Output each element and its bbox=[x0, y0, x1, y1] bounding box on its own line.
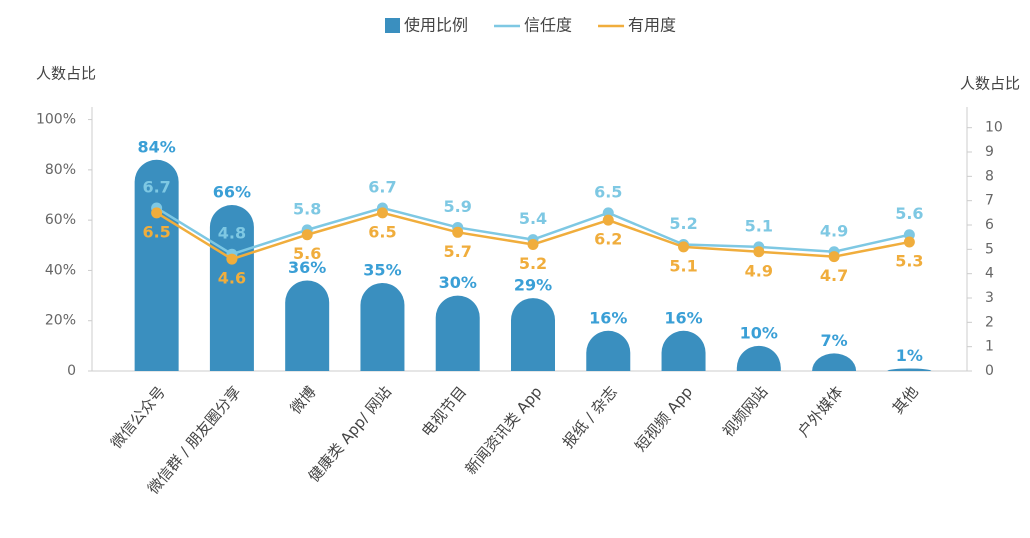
line-point bbox=[226, 253, 238, 265]
line-value-label: 6.2 bbox=[594, 230, 622, 249]
line-value-label: 4.9 bbox=[745, 261, 773, 280]
y2-axis-title: 人数占比 bbox=[960, 75, 1020, 93]
bar-value-label: 29% bbox=[514, 276, 552, 295]
bar-value-label: 84% bbox=[137, 137, 175, 156]
y2-tick-label: 4 bbox=[985, 266, 994, 282]
line-value-label: 5.9 bbox=[444, 197, 472, 216]
bar-value-label: 30% bbox=[439, 273, 477, 292]
y-tick-label: 40% bbox=[45, 262, 76, 278]
line-value-label: 5.7 bbox=[444, 242, 472, 261]
line-value-label: 4.9 bbox=[820, 221, 848, 240]
line-point bbox=[678, 241, 690, 253]
y-tick-label: 80% bbox=[45, 162, 76, 178]
bar-value-label: 36% bbox=[288, 258, 326, 277]
bar-value-label: 7% bbox=[821, 331, 848, 350]
y-tick-label: 60% bbox=[45, 212, 76, 228]
x-tick-label: 其他 bbox=[889, 383, 922, 418]
y2-tick-label: 1 bbox=[985, 339, 994, 355]
line-point bbox=[753, 246, 765, 258]
line-value-label: 5.6 bbox=[293, 244, 321, 263]
y2-tick-label: 5 bbox=[985, 241, 994, 257]
y2-tick-label: 0 bbox=[985, 363, 994, 379]
legend-swatch bbox=[385, 18, 400, 33]
bar bbox=[887, 368, 932, 371]
bar-value-label: 10% bbox=[740, 323, 778, 342]
line-value-label: 5.4 bbox=[519, 209, 547, 228]
x-tick-label: 报纸 / 杂志 bbox=[559, 383, 621, 452]
x-tick-label: 微博 bbox=[287, 383, 320, 418]
bar bbox=[812, 353, 857, 371]
bar-value-label: 66% bbox=[213, 183, 251, 202]
bar bbox=[360, 283, 405, 371]
legend-label: 有用度 bbox=[628, 16, 676, 35]
line-point bbox=[151, 207, 163, 219]
x-tick-label: 微信公众号 bbox=[107, 383, 169, 452]
line-value-label: 4.7 bbox=[820, 266, 848, 285]
line-point bbox=[452, 226, 464, 238]
bar bbox=[511, 298, 555, 371]
x-tick-label: 短视频 App bbox=[631, 383, 696, 455]
line-value-label: 6.5 bbox=[594, 182, 622, 201]
bar bbox=[285, 280, 330, 371]
bar-value-label: 35% bbox=[363, 261, 401, 280]
line-value-label: 4.8 bbox=[218, 224, 246, 243]
line-value-label: 6.7 bbox=[142, 177, 170, 196]
line-value-label: 6.5 bbox=[142, 222, 170, 241]
line-value-label: 5.1 bbox=[745, 216, 773, 235]
x-tick-label: 户外媒体 bbox=[794, 383, 846, 441]
bar-value-label: 1% bbox=[896, 346, 923, 365]
legend-label: 信任度 bbox=[524, 16, 572, 35]
line-value-label: 6.7 bbox=[368, 177, 396, 196]
bar-value-label: 16% bbox=[664, 308, 702, 327]
line-point bbox=[903, 236, 915, 248]
bar-value-label: 16% bbox=[589, 308, 627, 327]
line-value-label: 5.2 bbox=[669, 214, 697, 233]
y-tick-label: 20% bbox=[45, 313, 76, 329]
x-tick-label: 新闻资讯类 App bbox=[462, 383, 546, 478]
x-tick-label: 电视节目 bbox=[418, 383, 470, 441]
legend-label: 使用比例 bbox=[404, 16, 468, 35]
line-value-label: 5.8 bbox=[293, 199, 321, 218]
line-value-label: 5.3 bbox=[895, 252, 923, 271]
y-tick-label: 100% bbox=[36, 112, 76, 128]
y2-tick-label: 7 bbox=[985, 193, 994, 209]
line-point bbox=[602, 214, 614, 226]
y2-tick-label: 8 bbox=[985, 168, 994, 184]
bar bbox=[586, 330, 631, 371]
y-axis-title: 人数占比 bbox=[36, 65, 96, 83]
x-tick-label: 健康类 App/ 网站 bbox=[305, 383, 395, 486]
line-point bbox=[301, 229, 313, 241]
x-tick-label: 视频网站 bbox=[719, 383, 771, 441]
y2-tick-label: 3 bbox=[985, 290, 994, 306]
line-point bbox=[828, 251, 840, 263]
line-value-label: 4.6 bbox=[218, 269, 246, 288]
bar bbox=[134, 159, 179, 371]
bar bbox=[661, 330, 706, 371]
bar bbox=[435, 295, 480, 371]
line-point bbox=[376, 207, 388, 219]
line-value-label: 5.6 bbox=[895, 204, 923, 223]
line-point bbox=[527, 238, 539, 250]
line-value-label: 5.1 bbox=[669, 256, 697, 275]
line-value-label: 6.5 bbox=[368, 222, 396, 241]
y2-tick-label: 6 bbox=[985, 217, 994, 233]
y2-tick-label: 9 bbox=[985, 144, 994, 160]
y2-tick-label: 10 bbox=[985, 120, 1003, 136]
y-tick-label: 0 bbox=[67, 363, 76, 379]
line-value-label: 5.2 bbox=[519, 254, 547, 273]
bar bbox=[736, 345, 781, 371]
y2-tick-label: 2 bbox=[985, 314, 994, 330]
